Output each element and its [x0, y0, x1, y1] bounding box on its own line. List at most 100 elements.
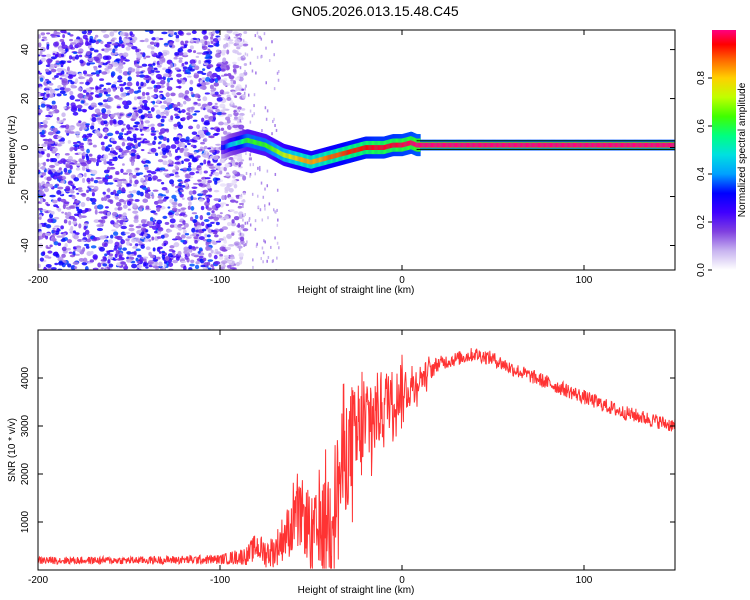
snr-frame [37, 329, 676, 571]
noise-streak [265, 117, 268, 121]
noise-streak [260, 55, 262, 59]
noise-cell [226, 97, 232, 101]
noise-cell [54, 225, 60, 228]
ridge-core [584, 142, 587, 148]
noise-cell [99, 89, 104, 94]
noise-cell [100, 259, 107, 262]
noise-cell [91, 202, 96, 205]
ridge-core [609, 142, 612, 148]
noise-cell [213, 189, 220, 193]
noise-cell [189, 263, 195, 267]
noise-cell [143, 77, 149, 80]
noise-cell [69, 188, 74, 193]
ridge-core [395, 142, 398, 148]
noise-cell [69, 147, 74, 152]
noise-streak [263, 239, 265, 243]
ridge-core [667, 142, 670, 148]
noise-cell [185, 173, 191, 179]
noise-cell [232, 124, 239, 129]
ridge-core [442, 142, 445, 148]
noise-cell [130, 232, 136, 238]
noise-cell [38, 214, 43, 217]
ridge-core [566, 142, 569, 148]
ridge-core [642, 142, 645, 148]
noise-cell [49, 244, 53, 248]
ridge-core [387, 144, 390, 149]
noise-cell [127, 208, 131, 211]
noise-streak [254, 172, 256, 176]
noise-cell [105, 94, 111, 97]
noise-cell [150, 123, 155, 127]
noise-cell [60, 158, 67, 163]
noise-cell [97, 102, 103, 106]
noise-cell [98, 246, 105, 252]
noise-cell [126, 258, 133, 263]
noise-cell [184, 61, 189, 65]
noise-cell [183, 246, 189, 252]
ridge-core [591, 142, 594, 148]
noise-cell [187, 205, 191, 210]
ridge-core [603, 142, 606, 148]
noise-cell [72, 56, 76, 61]
noise-cell [135, 167, 140, 171]
noise-cell [113, 231, 119, 236]
ridge-core [404, 141, 407, 147]
noise-cell [212, 93, 217, 97]
noise-streak [249, 61, 252, 65]
noise-cell [82, 70, 88, 75]
noise-cell [172, 259, 179, 264]
noise-cell [192, 219, 198, 224]
ridge-core [240, 139, 243, 145]
ridge-core [597, 142, 600, 148]
noise-cell [202, 68, 206, 71]
ridge-core [347, 149, 350, 155]
noise-cell [203, 159, 207, 165]
noise-cell [155, 73, 162, 79]
noise-cell [102, 256, 107, 260]
noise-cell [110, 147, 114, 152]
noise-cell [77, 107, 82, 112]
noise-cell [204, 62, 209, 66]
ridge-core [431, 142, 434, 148]
noise-cell [115, 245, 119, 249]
noise-cell [71, 159, 77, 162]
ridge-core [633, 142, 636, 148]
noise-cell [45, 117, 51, 121]
ridge-core [326, 155, 328, 161]
noise-cell [172, 169, 177, 173]
noise-cell [178, 51, 184, 56]
noise-cell [70, 264, 76, 270]
noise-cell [194, 264, 200, 270]
noise-cell [233, 263, 237, 266]
noise-cell [206, 212, 211, 216]
noise-cell [120, 216, 127, 219]
noise-cell [175, 34, 180, 39]
ridge-core [302, 157, 304, 163]
noise-streak [249, 153, 251, 157]
noise-cell [191, 30, 197, 35]
noise-cell [232, 64, 237, 69]
ridge-core [270, 145, 273, 151]
noise-cell [90, 72, 97, 75]
ridge-core [296, 156, 299, 161]
noise-cell [199, 39, 206, 44]
noise-cell [201, 77, 206, 81]
noise-cell [213, 261, 221, 265]
ridge-core [487, 142, 490, 148]
noise-streak [274, 172, 277, 176]
noise-cell [163, 263, 167, 268]
noise-cell [191, 212, 198, 215]
ridge-core [293, 155, 296, 161]
ridge-core [652, 142, 655, 148]
noise-cell [183, 148, 189, 152]
noise-cell [132, 133, 137, 138]
noise-cell [154, 230, 158, 234]
noise-cell [171, 238, 178, 241]
ridge-core [369, 145, 372, 150]
noise-cell [212, 155, 219, 161]
noise-cell [197, 70, 204, 74]
ridge-core [651, 142, 654, 148]
noise-cell [226, 65, 230, 70]
noise-cell [66, 106, 70, 110]
ridge-core [363, 145, 365, 151]
